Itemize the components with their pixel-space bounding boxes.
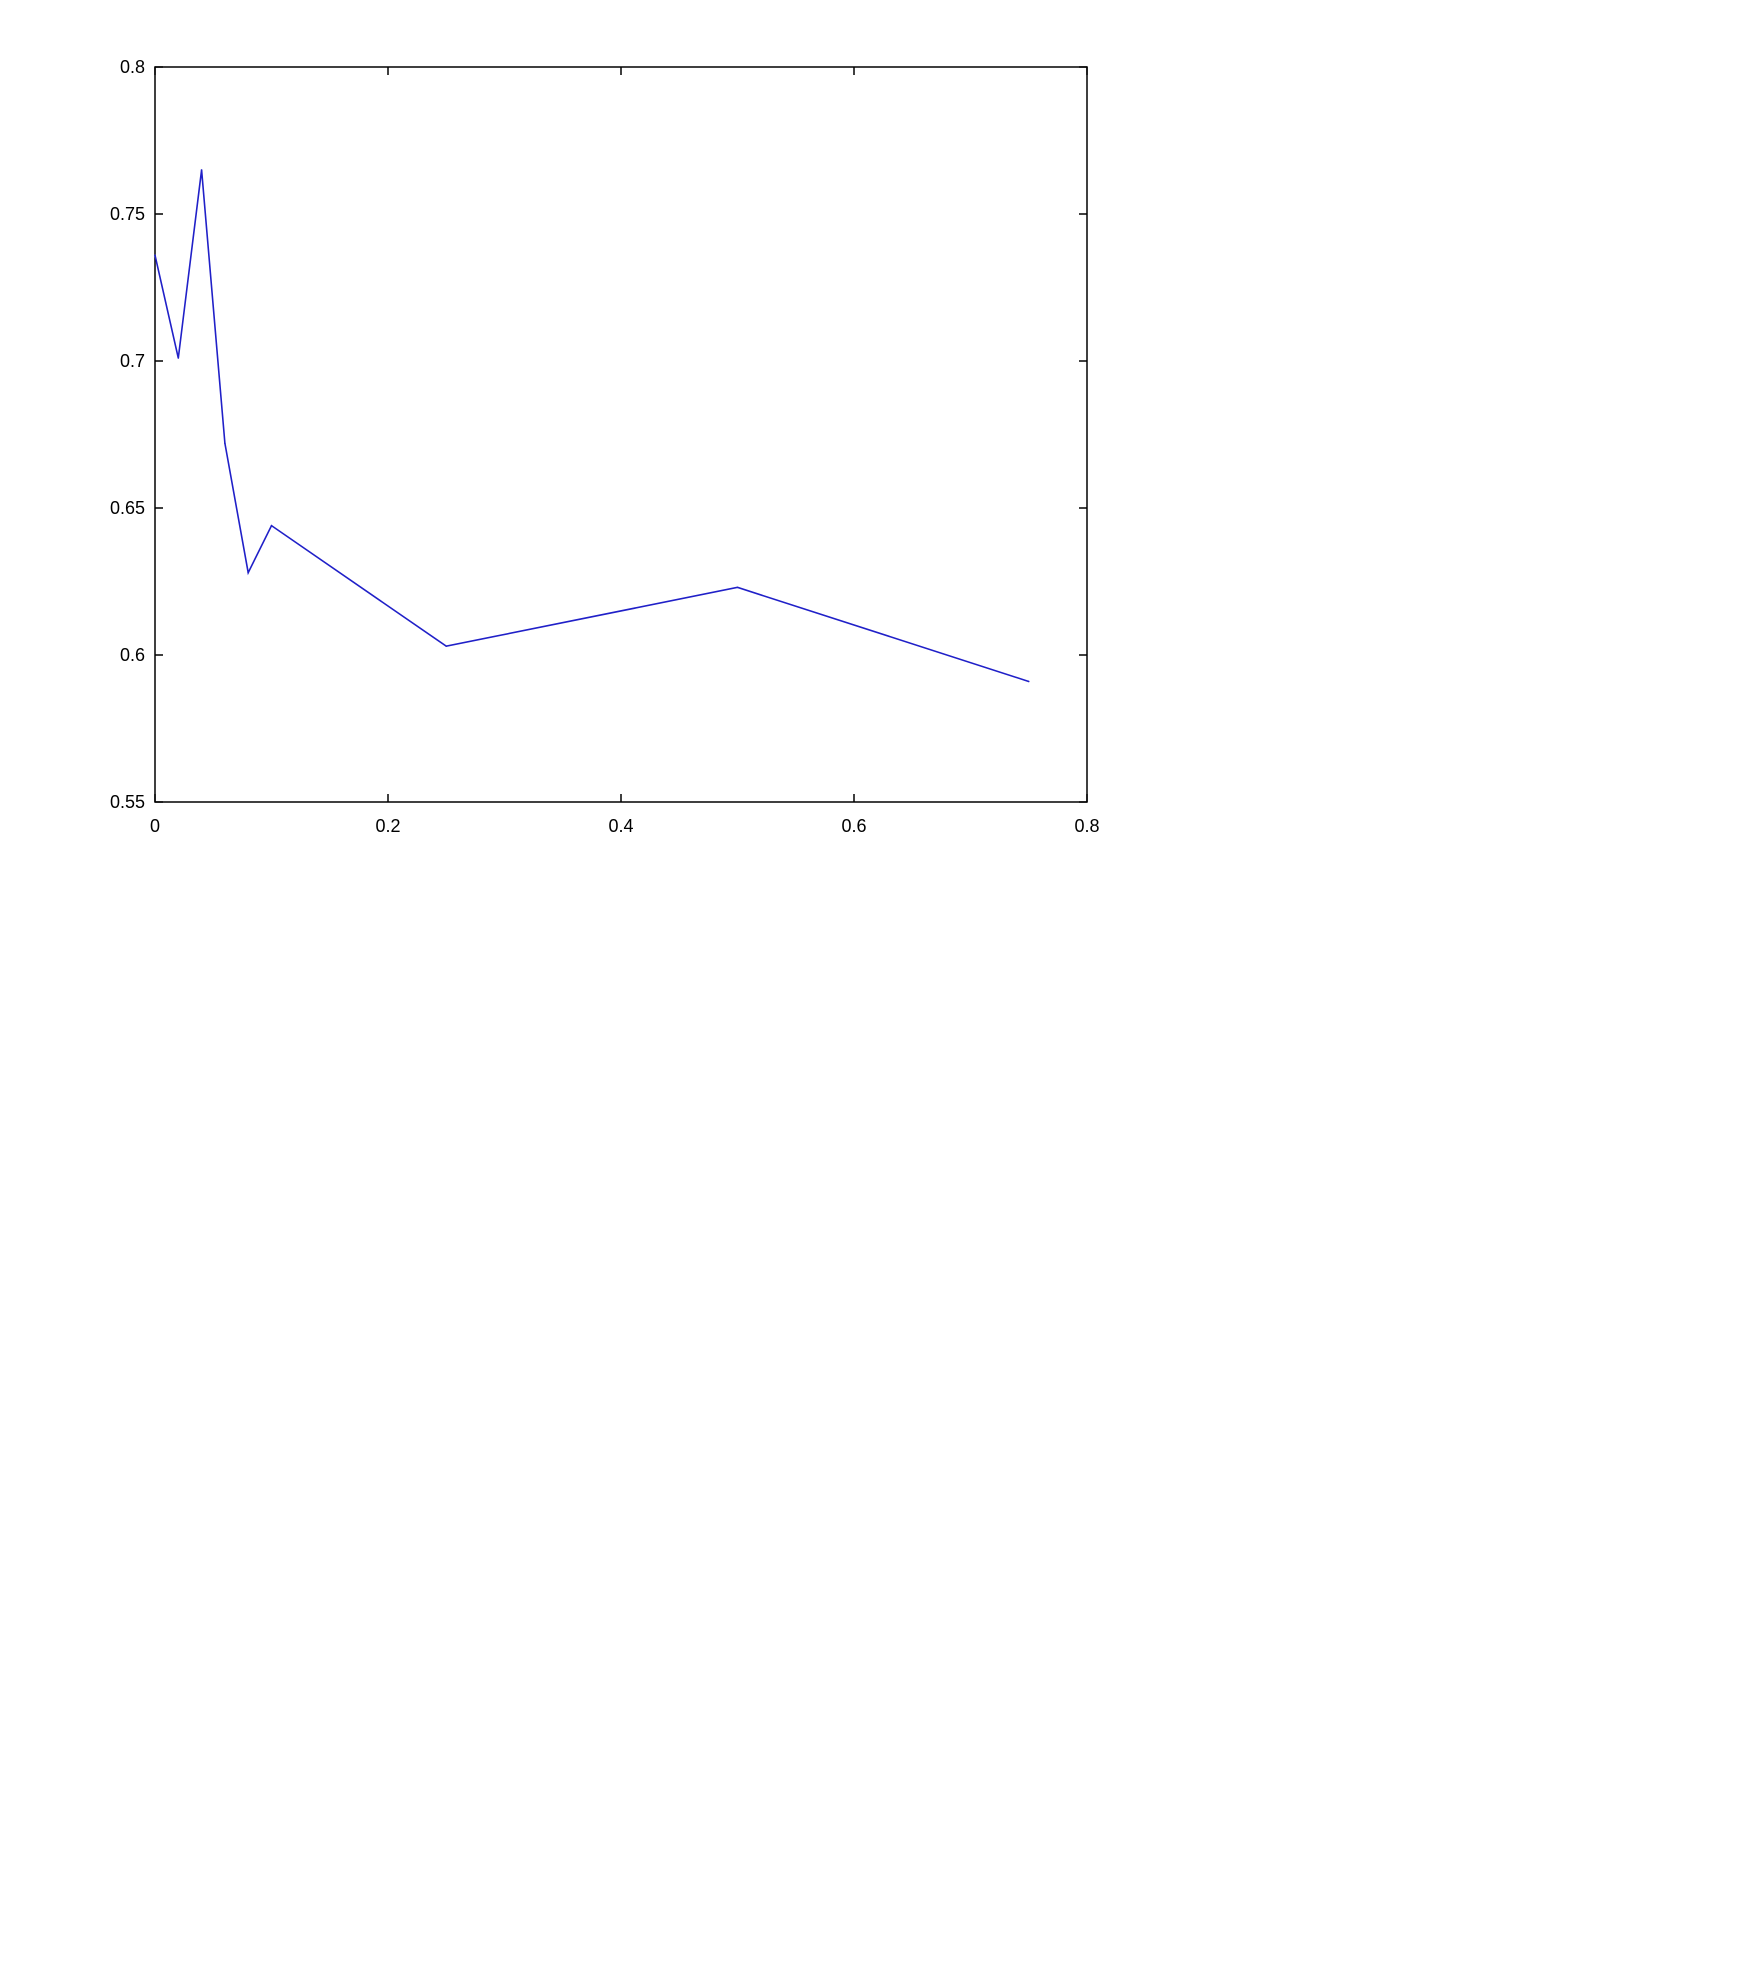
x-axis: 0 0.2 0.4 0.6 0.8 [150, 67, 1100, 836]
data-point [247, 571, 249, 574]
x-tick-label: 0 [150, 816, 160, 836]
plot-frame [154, 66, 1088, 803]
x-tick-label: 0.2 [375, 816, 400, 836]
series-line [154, 169, 1029, 683]
x-tick-label: 0.4 [608, 816, 633, 836]
y-tick-label: 0.6 [120, 645, 145, 665]
data-point [445, 645, 448, 647]
data-point [224, 442, 226, 445]
x-tick-label: 0.6 [841, 816, 866, 836]
data-point [1027, 680, 1030, 683]
series-layer [154, 169, 1030, 683]
y-tick-label: 0.55 [110, 792, 145, 812]
x-tick-label: 0.8 [1074, 816, 1099, 836]
y-tick-label: 0.7 [120, 351, 145, 371]
y-tick-label: 0.65 [110, 498, 145, 518]
y-axis: 0.55 0.6 0.65 0.7 0.75 0.8 [110, 57, 1087, 812]
data-point [200, 169, 203, 171]
data-point [736, 586, 739, 589]
y-tick-label: 0.8 [120, 57, 145, 77]
data-point [154, 254, 156, 256]
data-point [270, 524, 273, 527]
data-point [177, 357, 180, 359]
y-tick-label: 0.75 [110, 204, 145, 224]
